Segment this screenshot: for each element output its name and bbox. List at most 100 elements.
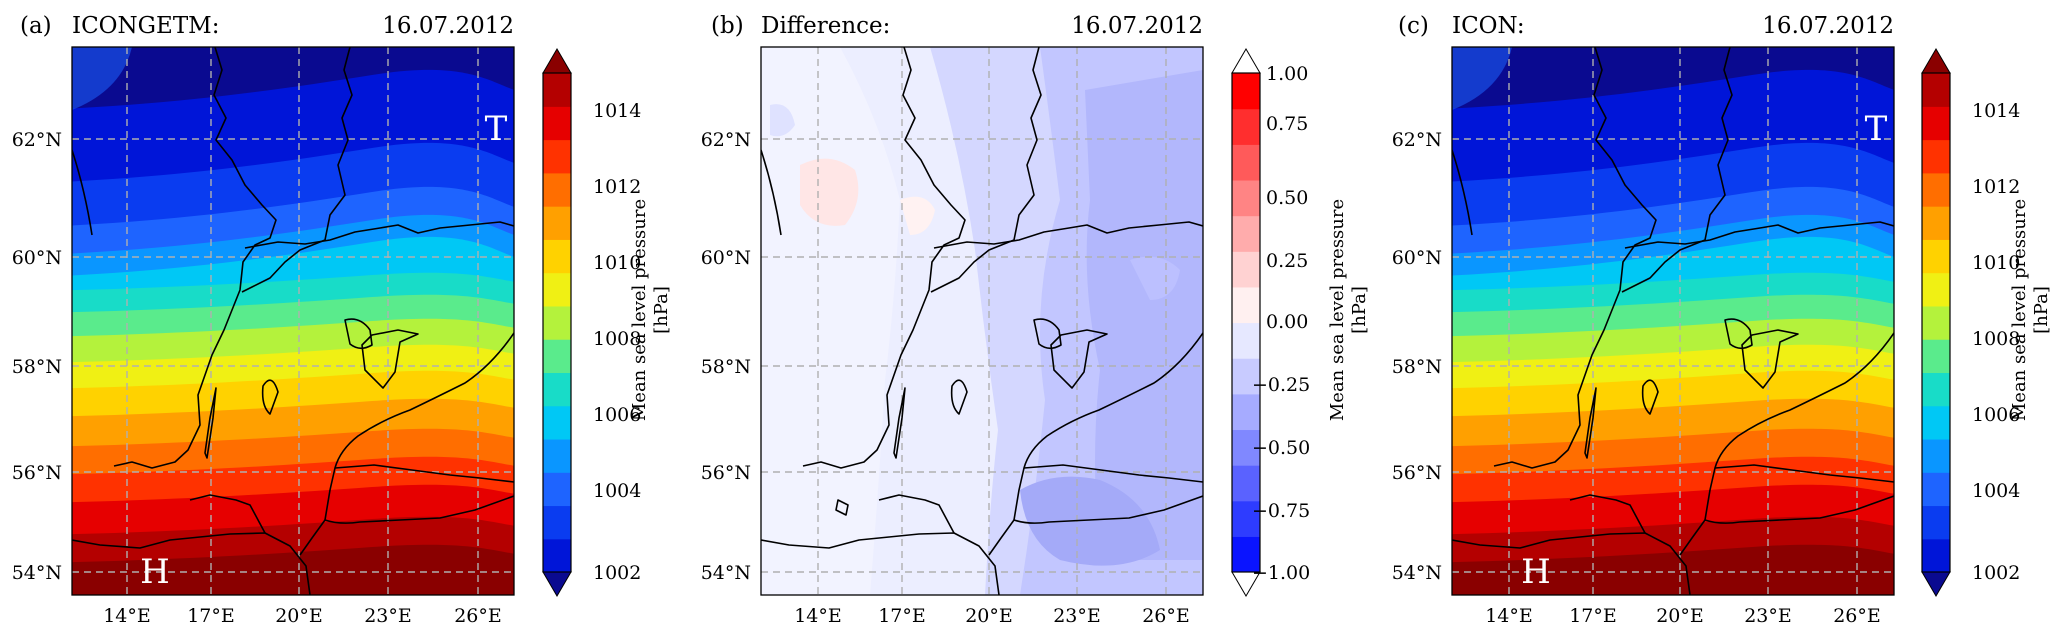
lat-tick: 62°N bbox=[1392, 129, 1442, 151]
panel-title: Difference: bbox=[761, 13, 890, 39]
colorbar-segment bbox=[1232, 465, 1260, 502]
lat-tick: 58°N bbox=[1392, 356, 1442, 378]
colorbar-tick: −0.25 bbox=[1252, 374, 1310, 396]
lon-tick: 14°E bbox=[794, 605, 842, 627]
panel-a: (a) ICONGETM: 16.07.2012 bbox=[12, 13, 672, 627]
colorbar-segment bbox=[543, 272, 571, 307]
colorbar-segment bbox=[1922, 538, 1950, 573]
panel-b: (b) Difference: 16.07.2012 bbox=[701, 13, 1370, 627]
colorbar bbox=[1921, 48, 1951, 597]
pressure-band bbox=[1452, 544, 1894, 595]
lat-tick: 60°N bbox=[12, 247, 62, 269]
map-frame bbox=[1451, 46, 1895, 596]
pressure-band bbox=[72, 47, 132, 110]
colorbar-tick: 1006 bbox=[1972, 404, 2020, 426]
colorbar-segment bbox=[543, 305, 571, 340]
coastlines bbox=[1452, 47, 1894, 595]
colorbar-tick: −1.00 bbox=[1252, 562, 1310, 584]
colorbar-ticks: 1.00 0.75 0.50 0.25 0.00 −0.25 −0.50 −0.… bbox=[1252, 63, 1310, 584]
colorbar-extend-arrow bbox=[1921, 48, 1951, 74]
colorbar-segment bbox=[1922, 339, 1950, 373]
colorbar-segment bbox=[1232, 536, 1260, 573]
colorbar-segment bbox=[1232, 73, 1260, 110]
colorbar-segment bbox=[1922, 139, 1950, 174]
colorbar-segment bbox=[1922, 438, 1950, 473]
colorbar-segment bbox=[1232, 108, 1260, 145]
colorbar-frame bbox=[1921, 72, 1951, 573]
colorbar-segment bbox=[1232, 322, 1260, 359]
lon-tick: 14°E bbox=[103, 605, 151, 627]
gridlines bbox=[761, 47, 1203, 595]
difference-map bbox=[761, 47, 1203, 595]
colorbar-segment bbox=[1922, 472, 1950, 507]
colorbar-segment bbox=[543, 472, 571, 507]
colorbar bbox=[1231, 48, 1261, 597]
colorbar-tick: 1012 bbox=[1972, 176, 2020, 198]
pressure-map bbox=[72, 47, 514, 595]
colorbar-segment bbox=[543, 438, 571, 473]
colorbar bbox=[542, 48, 572, 597]
colorbar-tick: 0.75 bbox=[1266, 113, 1308, 135]
colorbar-segment bbox=[1922, 172, 1950, 207]
lat-tick: 56°N bbox=[701, 462, 751, 484]
lat-tick: 54°N bbox=[701, 562, 751, 584]
colorbar-ticks: 1014 1012 1010 1008 1006 1004 1002 bbox=[1972, 100, 2020, 584]
colorbar-segment bbox=[1232, 358, 1260, 395]
colorbar-frame bbox=[542, 72, 572, 573]
colorbar-segment bbox=[543, 505, 571, 540]
lon-tick: 26°E bbox=[1833, 605, 1881, 627]
coastlines bbox=[72, 47, 514, 595]
lon-tick: 17°E bbox=[878, 605, 926, 627]
colorbar-segment bbox=[1232, 393, 1260, 431]
lat-tick: 54°N bbox=[1392, 562, 1442, 584]
colorbar-tick: 0.25 bbox=[1266, 250, 1308, 272]
lat-ticks: 62°N 60°N 58°N 56°N 54°N bbox=[701, 129, 751, 584]
colorbar-segment bbox=[1922, 505, 1950, 540]
colorbar-tick: 1014 bbox=[593, 100, 641, 122]
lon-ticks: 14°E 17°E 20°E 23°E 26°E bbox=[103, 605, 502, 627]
gridlines bbox=[1452, 47, 1894, 595]
lat-tick: 58°N bbox=[701, 356, 751, 378]
panel-c: (c) ICON: 16.07.2012 bbox=[1392, 13, 2052, 627]
colorbar-tick: 1004 bbox=[593, 480, 641, 502]
lat-tick: 62°N bbox=[12, 129, 62, 151]
map-frame bbox=[71, 46, 515, 596]
lat-tick: 58°N bbox=[12, 356, 62, 378]
panel-label: (c) bbox=[1398, 13, 1429, 39]
colorbar-tick: 1008 bbox=[1972, 328, 2020, 350]
colorbar-segment bbox=[1232, 429, 1260, 466]
lat-tick: 60°N bbox=[701, 247, 751, 269]
colorbar-tick: 1014 bbox=[1972, 100, 2020, 122]
colorbar-label: Mean sea level pressure bbox=[1327, 199, 1348, 421]
lon-ticks: 14°E 17°E 20°E 23°E 26°E bbox=[1485, 605, 1881, 627]
colorbar-segment bbox=[1922, 272, 1950, 307]
lat-tick: 56°N bbox=[12, 462, 62, 484]
colorbar-segment bbox=[1922, 405, 1950, 440]
pressure-band bbox=[72, 544, 514, 595]
lon-tick: 17°E bbox=[187, 605, 235, 627]
gridlines bbox=[72, 47, 514, 595]
colorbar-frame bbox=[1231, 72, 1261, 573]
panel-label: (b) bbox=[711, 13, 744, 39]
colorbar-segment bbox=[1232, 215, 1260, 252]
lon-tick: 23°E bbox=[1053, 605, 1101, 627]
colorbar-extend-arrow bbox=[542, 48, 572, 74]
colorbar-tick: 1010 bbox=[593, 252, 641, 274]
colorbar-segment bbox=[543, 239, 571, 274]
colorbar-segment bbox=[543, 538, 571, 573]
colorbar-segment bbox=[1232, 500, 1260, 537]
colorbar-segment bbox=[1922, 239, 1950, 274]
high-pressure-marker: H bbox=[1521, 552, 1551, 592]
colorbar-segment bbox=[1232, 286, 1260, 324]
lat-tick: 56°N bbox=[1392, 462, 1442, 484]
panel-label: (a) bbox=[20, 13, 52, 39]
lon-tick: 23°E bbox=[364, 605, 412, 627]
colorbar-tick: −0.50 bbox=[1252, 437, 1310, 459]
colorbar-tick: 1010 bbox=[1972, 252, 2020, 274]
lon-tick: 14°E bbox=[1485, 605, 1533, 627]
colorbar-extend-arrow bbox=[542, 571, 572, 597]
lon-tick: 23°E bbox=[1744, 605, 1792, 627]
lat-ticks: 62°N 60°N 58°N 56°N 54°N bbox=[12, 129, 62, 584]
colorbar-tick: 0.50 bbox=[1266, 187, 1308, 209]
map-frame bbox=[760, 46, 1204, 596]
